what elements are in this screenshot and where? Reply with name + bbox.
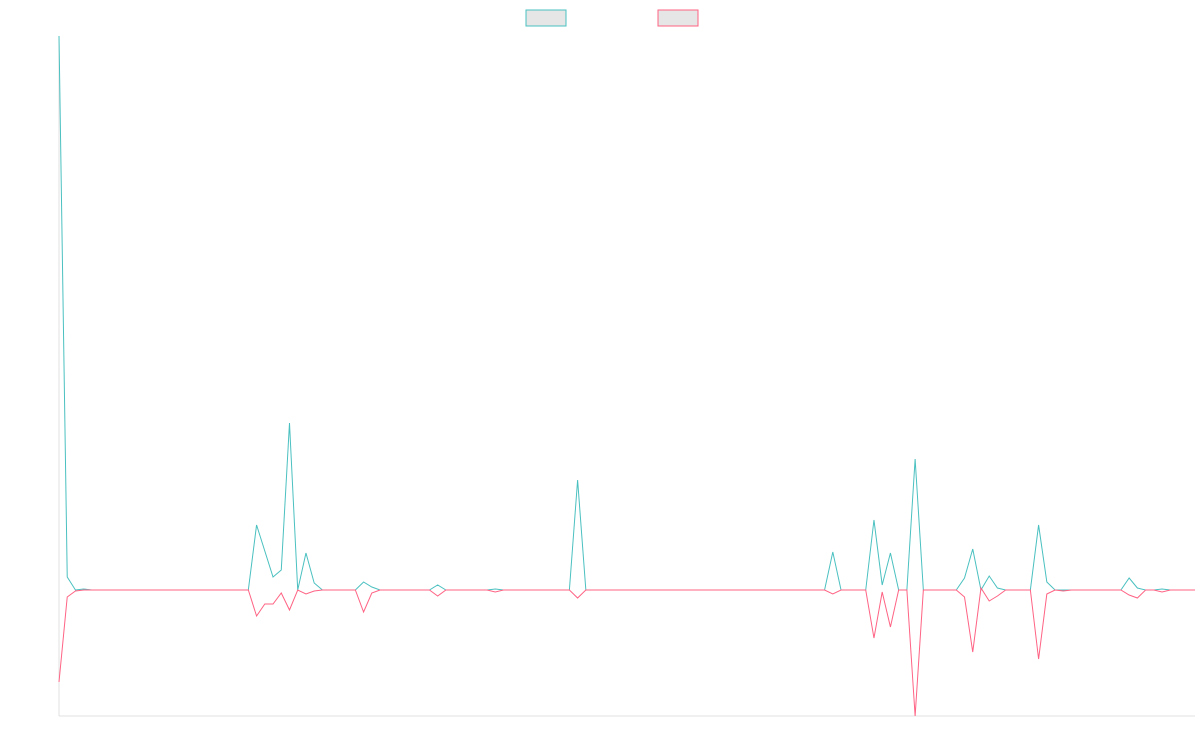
series-line [58, 586, 1195, 717]
legend-swatch [525, 9, 567, 27]
legend-swatch [657, 9, 699, 27]
series-line [58, 35, 1195, 592]
